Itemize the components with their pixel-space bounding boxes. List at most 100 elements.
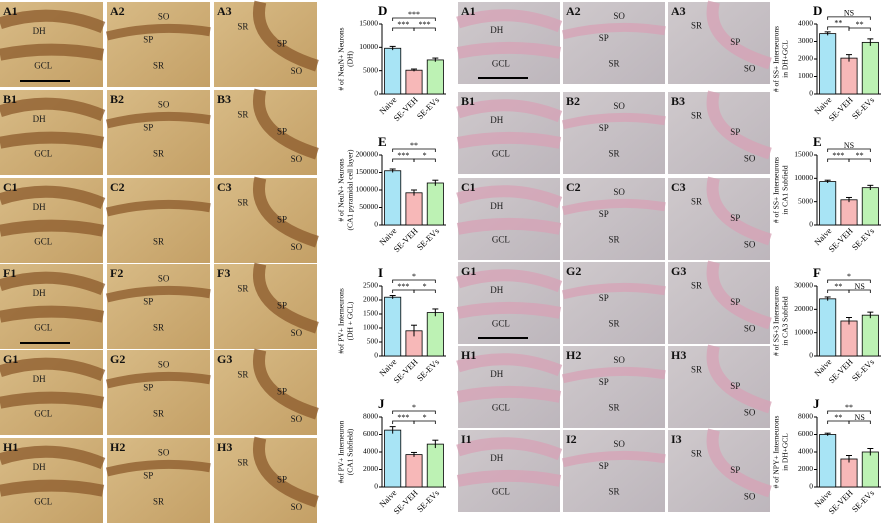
panel-id: H1 bbox=[461, 348, 476, 362]
y-tick-label: 5000 bbox=[798, 196, 813, 205]
bar bbox=[405, 69, 423, 95]
region-label: SP bbox=[143, 470, 153, 480]
region-label: SO bbox=[613, 187, 625, 197]
region-label: GCL bbox=[34, 323, 52, 333]
bar bbox=[426, 59, 444, 95]
cell-layer bbox=[0, 9, 106, 61]
region-label: SR bbox=[691, 111, 702, 121]
bar bbox=[861, 187, 879, 226]
panel-id: A1 bbox=[461, 4, 476, 18]
y-tick-label: 6000 bbox=[363, 429, 378, 438]
bar bbox=[384, 47, 402, 95]
bar bbox=[819, 181, 837, 226]
cell-layer bbox=[706, 0, 772, 70]
region-label: SR bbox=[237, 22, 248, 32]
region-label: SR bbox=[691, 281, 702, 291]
y-tick-label: 8000 bbox=[798, 412, 813, 421]
panel-id: C1 bbox=[461, 180, 476, 194]
y-axis-label: in CA3 Subfield bbox=[781, 296, 790, 345]
region-label: SP bbox=[143, 122, 153, 132]
cell-layer bbox=[253, 348, 319, 420]
significance-bracket bbox=[392, 410, 436, 414]
region-label: GCL bbox=[492, 148, 510, 158]
significance-bracket bbox=[848, 27, 871, 31]
cell-layer bbox=[0, 445, 106, 497]
panel-id: G3 bbox=[671, 264, 686, 278]
y-tick-label: 10000 bbox=[794, 173, 813, 182]
bar bbox=[840, 458, 858, 488]
y-tick-label: 100000 bbox=[356, 185, 379, 194]
significance-label: * bbox=[423, 282, 427, 291]
y-axis-label: in DH+GCL bbox=[781, 40, 790, 78]
region-label: SP bbox=[143, 34, 153, 44]
micrograph bbox=[563, 92, 665, 174]
y-axis-label: # of NPY+ Interneurons bbox=[772, 416, 781, 489]
y-tick-label: 10000 bbox=[359, 42, 378, 51]
region-label: GCL bbox=[34, 149, 52, 159]
region-label: SO bbox=[291, 66, 303, 76]
significance-bracket bbox=[827, 148, 871, 152]
bar bbox=[840, 320, 858, 357]
panel-id: B3 bbox=[217, 92, 231, 106]
micrograph bbox=[668, 92, 770, 174]
x-tick-label: SE-EVs bbox=[415, 357, 441, 383]
significance-bracket bbox=[827, 16, 871, 20]
region-label: SR bbox=[153, 237, 164, 247]
region-label: SO bbox=[158, 359, 170, 369]
region-label: SR bbox=[691, 365, 702, 375]
significance-label: * bbox=[847, 272, 851, 281]
y-axis-label: (CA1 pyramidal cell layer) bbox=[346, 149, 355, 231]
micrograph bbox=[107, 350, 210, 435]
panel-id: G1 bbox=[3, 352, 18, 366]
cell-layer bbox=[456, 99, 563, 149]
micrograph bbox=[107, 264, 210, 349]
region-label: SO bbox=[158, 11, 170, 21]
y-axis-label: # of SS+ Interneurons bbox=[772, 26, 781, 92]
significance-label: * bbox=[412, 272, 416, 281]
panel-id: B2 bbox=[566, 94, 580, 108]
y-tick-label: 20000 bbox=[794, 304, 813, 313]
y-tick-label: 0 bbox=[809, 220, 813, 229]
significance-label: ** bbox=[834, 413, 842, 422]
region-label: SO bbox=[744, 63, 756, 73]
y-axis-label: in CA1 Subfield bbox=[781, 165, 790, 214]
y-tick-label: 50000 bbox=[359, 202, 378, 211]
significance-label: *** bbox=[397, 20, 409, 29]
panel-id: G3 bbox=[217, 352, 232, 366]
y-tick-label: 5000 bbox=[363, 65, 378, 74]
region-label: DH bbox=[33, 374, 46, 384]
panel-id: F1 bbox=[3, 266, 16, 280]
x-tick-label: SE-EVs bbox=[415, 95, 441, 121]
significance-label: ** bbox=[845, 403, 853, 412]
panel-letter: E bbox=[378, 134, 387, 149]
region-label: SP bbox=[277, 127, 287, 137]
region-label: DH bbox=[33, 288, 46, 298]
significance-label: ** bbox=[856, 20, 864, 29]
significance-label: * bbox=[423, 413, 427, 422]
bar bbox=[840, 199, 858, 226]
panel-id: G2 bbox=[566, 264, 581, 278]
y-tick-label: 0 bbox=[374, 482, 378, 491]
cell-layer bbox=[105, 371, 211, 389]
panel-id: I1 bbox=[461, 432, 472, 446]
region-label: SO bbox=[613, 101, 625, 111]
bar bbox=[384, 170, 402, 226]
micrograph bbox=[668, 262, 770, 344]
region-label: SR bbox=[153, 497, 164, 507]
cell-layer bbox=[561, 198, 666, 216]
panel-id: H2 bbox=[566, 348, 581, 362]
region-label: SR bbox=[237, 198, 248, 208]
panel-id: F3 bbox=[217, 266, 230, 280]
region-label: SP bbox=[730, 37, 740, 47]
bar bbox=[384, 429, 402, 488]
cell-layer bbox=[253, 0, 319, 72]
significance-label: NS bbox=[844, 141, 854, 150]
region-label: SR bbox=[608, 318, 619, 328]
y-tick-label: 150000 bbox=[356, 167, 379, 176]
y-tick-label: 2500 bbox=[363, 281, 378, 290]
region-label: DH bbox=[490, 115, 503, 125]
panel-id: C2 bbox=[566, 180, 581, 194]
region-label: SR bbox=[608, 58, 619, 68]
significance-label: ** bbox=[410, 141, 418, 150]
